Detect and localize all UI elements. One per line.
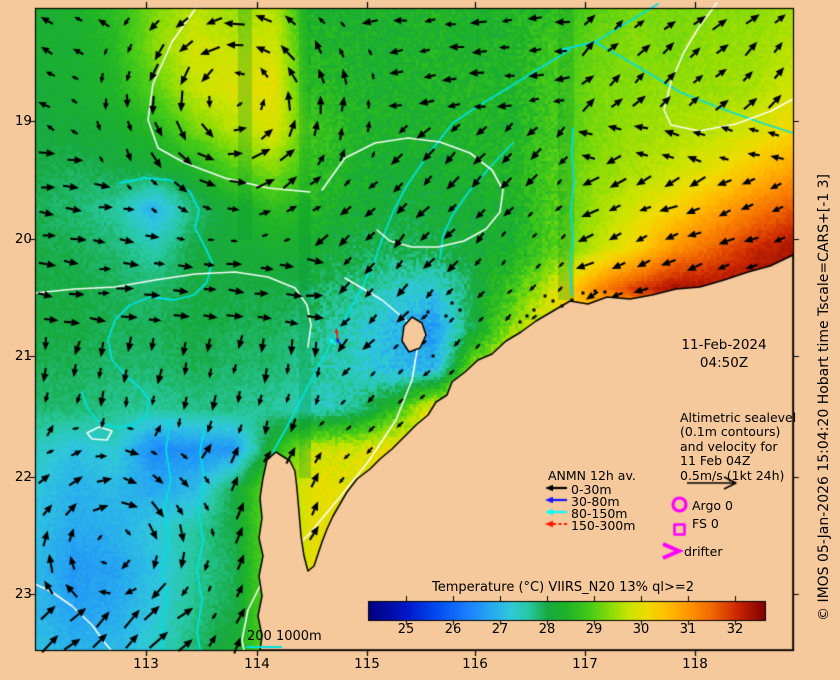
anmn-legend-title: ANMN 12h av. (548, 468, 636, 483)
date-line: 11-Feb-2024 (681, 337, 767, 353)
annotation-line: Altimetric sealevel (680, 410, 797, 425)
colorbar-tick-label: 28 (538, 622, 556, 637)
y-tick-label: 23 (14, 586, 32, 602)
colorbar-tick-label: 27 (491, 622, 509, 637)
annotation-line: (0.1m contours) (680, 424, 781, 440)
colorbar-tick-label: 26 (444, 622, 462, 637)
chevron-marker-label: drifter (684, 544, 723, 559)
anmn-entry-label: 150-300m (571, 518, 636, 533)
x-tick-label: 115 (354, 656, 380, 672)
x-tick-label: 118 (682, 656, 708, 672)
colorbar-tick-label: 29 (585, 622, 603, 637)
y-tick-label: 21 (14, 348, 32, 364)
scalebar-label: 200 1000m (247, 629, 322, 644)
datetime-label: 11-Feb-2024 04:50Z (650, 336, 798, 372)
x-tick-label: 117 (572, 656, 598, 672)
annotation-line: 0.5m/s (1kt 24h) (680, 467, 785, 483)
x-tick-label: 113 (133, 656, 159, 672)
square-marker-label: FS 0 (692, 516, 719, 531)
anmn-entry-label: 30-80m (571, 494, 620, 509)
colorbar-tick-label: 31 (679, 622, 697, 637)
y-tick-label: 22 (14, 469, 32, 485)
y-tick-label: 20 (14, 231, 32, 247)
colorbar-tick-label: 30 (632, 622, 650, 637)
time-line: 04:50Z (699, 355, 749, 371)
annotation-line: and velocity for (680, 438, 778, 454)
credit-text: © IMOS 05-Jan-2026 15:04:20 Hobart time … (816, 173, 832, 621)
circle-marker-label: Argo 0 (692, 498, 733, 513)
colorbar-tick-label: 32 (726, 622, 744, 637)
x-tick-label: 116 (462, 656, 488, 672)
x-tick-label: 114 (244, 656, 270, 672)
annotation-line: 11 Feb 04Z (680, 453, 751, 469)
colorbar-title: Temperature (°C) VIIRS_N20 13% ql>=2 (431, 580, 695, 595)
altimetric-annotation: Altimetric sealevel (0.1m contours) and ve… (680, 410, 797, 483)
colorbar-tick-label: 25 (397, 622, 415, 637)
anmn-entry-label: 80-150m (571, 506, 628, 521)
anmn-entry-label: 0-30m (571, 482, 612, 497)
y-tick-label: 19 (14, 113, 32, 129)
